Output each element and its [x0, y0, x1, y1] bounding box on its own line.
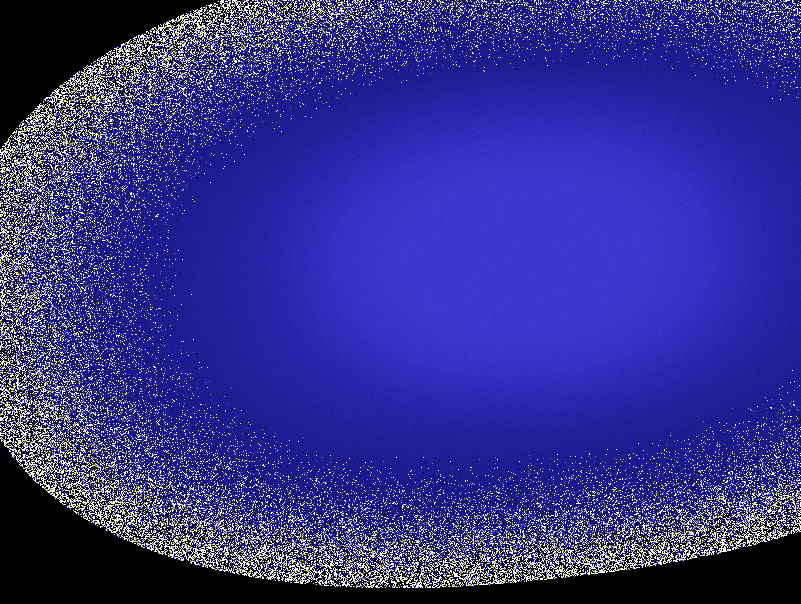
render-viewport [0, 0, 801, 604]
blue-ellipse-field-canvas [0, 0, 801, 604]
